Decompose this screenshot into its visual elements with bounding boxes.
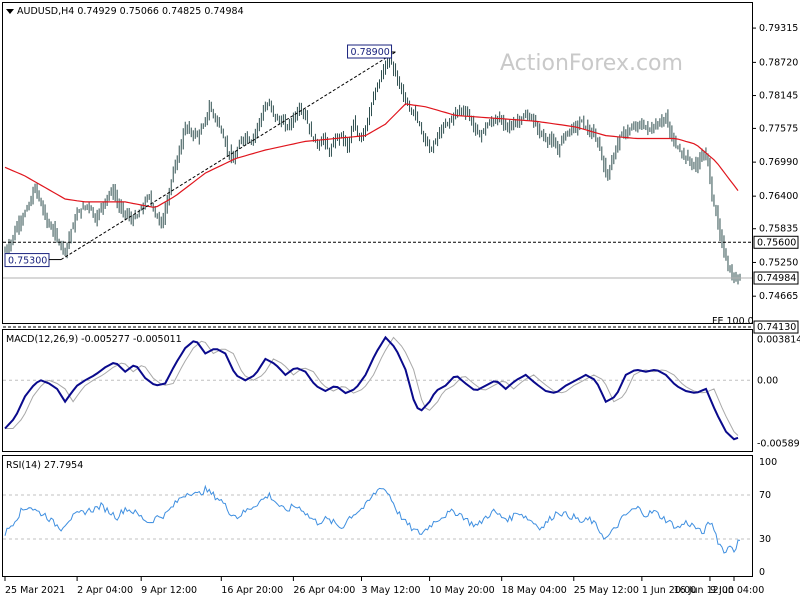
x-tick-label-9: 1 Jun 20:00: [642, 585, 696, 596]
macd-tick-label-2: -0.005895: [757, 438, 800, 449]
level-label-1: 0.74984: [757, 273, 796, 284]
watermark: ActionForex.com: [500, 51, 683, 76]
price-header: AUDUSD,H4 0.74929 0.75066 0.74825 0.7498…: [17, 6, 244, 17]
level-box-1: [753, 271, 799, 285]
rsi-tick-label-3: 0: [759, 567, 765, 578]
swing-label-0: 0.78900: [351, 47, 390, 58]
swing-label-box-1: [4, 253, 50, 268]
rsi-panel-frame: [2, 455, 753, 577]
rsi-line: [4, 484, 741, 554]
price-tick-label-1: 0.78720: [759, 57, 798, 68]
ohlc-close: 0.74984: [204, 6, 243, 17]
price-tick-label-8: 0.74665: [759, 291, 798, 302]
dropdown-triangle-icon[interactable]: [6, 9, 14, 14]
trendline: [60, 51, 396, 261]
moving-average-line: [4, 103, 739, 208]
level-box-2: [753, 320, 799, 334]
macd-tick-label-1: 0.00: [757, 375, 778, 386]
x-tick-label-11: 16 Jun 12:00: [674, 585, 734, 596]
ohlc-high: 0.75066: [120, 6, 159, 17]
rsi-panel: 100 70 30 0: [3, 457, 777, 578]
x-tick-label-6: 10 May 20:00: [430, 585, 495, 596]
x-tick-label-3: 16 Apr 20:00: [221, 585, 283, 596]
x-tick-label-2: 9 Apr 12:00: [141, 585, 197, 596]
level-box-0: [753, 235, 799, 249]
swing-label-1: 0.75300: [8, 256, 47, 267]
rsi-tick-label-2: 30: [759, 534, 771, 545]
macd-title: MACD(12,26,9) -0.005277 -0.005011: [6, 334, 182, 345]
macd-signal-line: [5, 336, 739, 436]
x-tick-label-1: 2 Apr 04:00: [77, 585, 133, 596]
x-tick-label-4: 26 Apr 04:00: [293, 585, 355, 596]
candles: [4, 49, 741, 285]
x-tick-label-0: 25 Mar 2021: [5, 585, 65, 596]
macd-panel: 0.003814 0.00 -0.005895: [3, 334, 800, 449]
timeframe: H4: [61, 6, 74, 17]
macd-tick-label-0: 0.003814: [757, 334, 800, 345]
price-panel-frame: [2, 2, 753, 324]
price-tick-label-3: 0.77575: [759, 123, 798, 134]
x-tick-label-5: 3 May 12:00: [361, 585, 420, 596]
level-note-2: FE 100.0: [712, 316, 754, 327]
macd-line: [4, 335, 739, 441]
macd-panel-frame: [2, 329, 753, 452]
price-tick-label-4: 0.76990: [759, 157, 798, 168]
x-tick-label-8: 25 May 12:00: [574, 585, 639, 596]
rsi-title: RSI(14) 27.7954: [6, 460, 83, 471]
rsi-tick-label-0: 100: [759, 457, 777, 468]
x-tick-label-7: 18 May 04:00: [502, 585, 567, 596]
level-label-0: 0.75600: [757, 237, 796, 248]
price-tick-label-2: 0.78145: [759, 91, 798, 102]
price-tick-label-6: 0.75835: [759, 224, 798, 235]
symbol: AUDUSD: [17, 6, 58, 17]
price-tick-label-5: 0.76400: [759, 191, 798, 202]
ohlc-low: 0.74825: [162, 6, 201, 17]
price-tick-label-7: 0.75250: [759, 257, 798, 268]
ohlc-open: 0.74929: [77, 6, 116, 17]
rsi-tick-label-1: 70: [759, 490, 771, 501]
x-axis: 25 Mar 2021 2 Apr 04:00 9 Apr 12:00 16 Apr …: [4, 577, 764, 596]
price-tick-label-0: 0.79315: [759, 23, 798, 34]
price-panel: 0.79315 0.78720 0.78145 0.77575 0.76990 0.764…: [3, 23, 799, 334]
level-label-2: 0.74130: [757, 322, 796, 333]
x-tick-label-10: 9 Jun 04:00: [710, 585, 764, 596]
